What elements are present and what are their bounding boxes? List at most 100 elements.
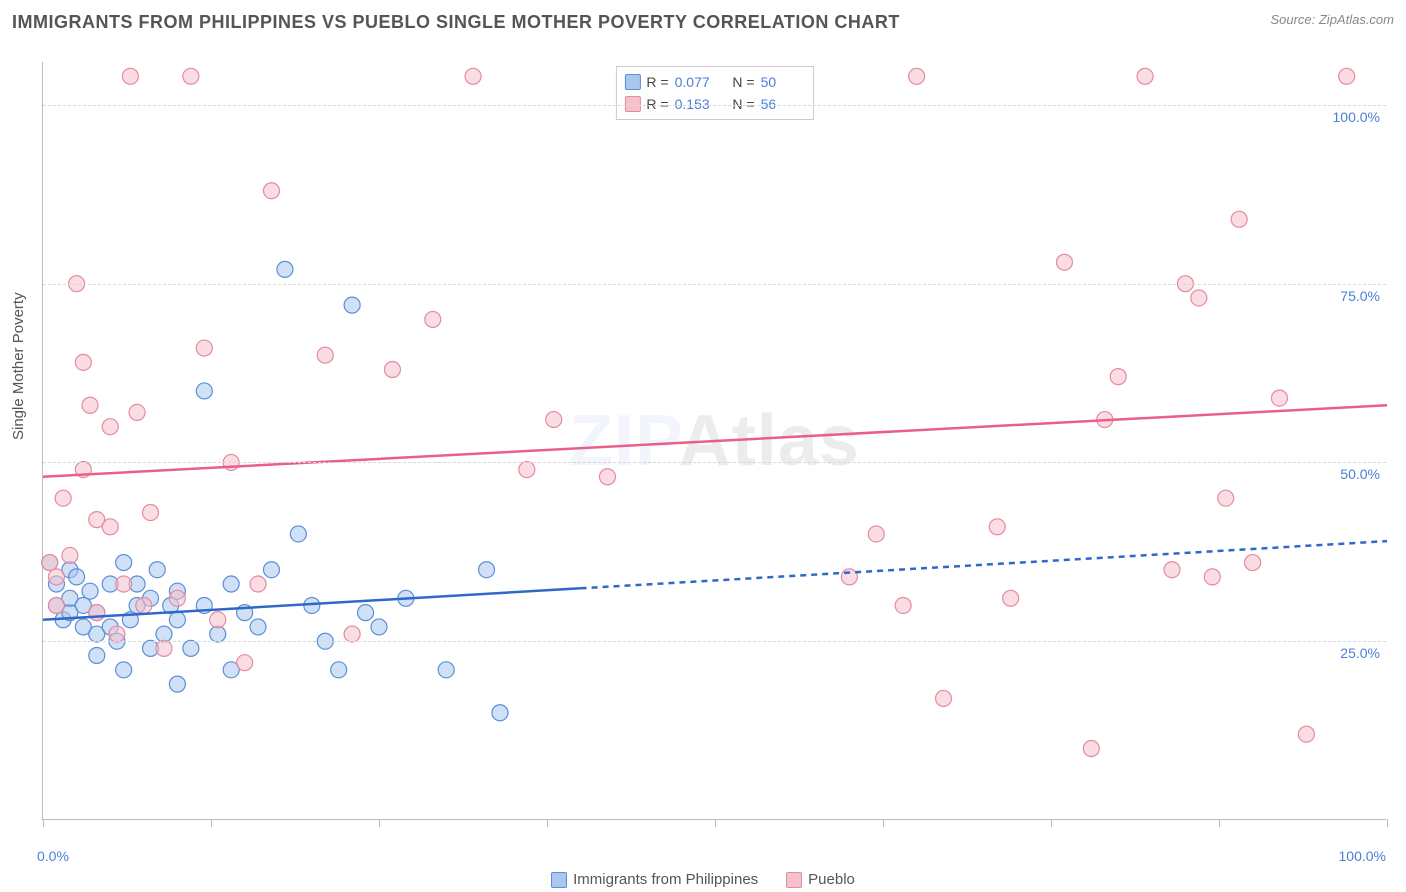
data-point-blue: [263, 562, 279, 578]
legend-label-pink: Pueblo: [808, 871, 855, 888]
data-point-pink: [116, 576, 132, 592]
legend-label-blue: Immigrants from Philippines: [573, 871, 758, 888]
data-point-pink: [82, 397, 98, 413]
data-point-pink: [384, 361, 400, 377]
data-point-pink: [48, 597, 64, 613]
data-point-blue: [438, 662, 454, 678]
data-point-pink: [317, 347, 333, 363]
legend-swatch-blue: [551, 872, 567, 888]
data-point-pink: [1245, 555, 1261, 571]
gridline-h: [43, 641, 1386, 642]
legend-stats-box: R = 0.077 N = 50R = 0.153 N = 56: [615, 66, 813, 120]
x-tick: [1219, 819, 1220, 827]
scatter-svg: [43, 62, 1386, 819]
source-prefix: Source:: [1270, 12, 1318, 27]
data-point-blue: [183, 640, 199, 656]
x-tick: [1387, 819, 1388, 827]
data-point-pink: [102, 419, 118, 435]
data-point-blue: [116, 662, 132, 678]
data-point-pink: [75, 354, 91, 370]
source-name: ZipAtlas.com: [1319, 12, 1394, 27]
legend-item-blue: Immigrants from Philippines: [551, 871, 758, 888]
x-tick: [547, 819, 548, 827]
chart-plot-area: ZIPAtlas R = 0.077 N = 50R = 0.153 N = 5…: [42, 62, 1386, 820]
chart-title: IMMIGRANTS FROM PHILIPPINES VS PUEBLO SI…: [12, 12, 900, 33]
data-point-blue: [344, 297, 360, 313]
data-point-blue: [331, 662, 347, 678]
data-point-pink: [89, 605, 105, 621]
data-point-pink: [841, 569, 857, 585]
y-tick-label: 50.0%: [1340, 466, 1380, 482]
source-attribution: Source: ZipAtlas.com: [1270, 12, 1394, 27]
legend-n-value-blue: 50: [761, 71, 805, 93]
data-point-pink: [465, 68, 481, 84]
data-point-pink: [1083, 740, 1099, 756]
data-point-pink: [210, 612, 226, 628]
header: IMMIGRANTS FROM PHILIPPINES VS PUEBLO SI…: [0, 0, 1406, 44]
data-point-pink: [263, 183, 279, 199]
data-point-pink: [55, 490, 71, 506]
data-point-blue: [492, 705, 508, 721]
data-point-pink: [183, 68, 199, 84]
data-point-pink: [250, 576, 266, 592]
data-point-pink: [868, 526, 884, 542]
x-tick: [211, 819, 212, 827]
legend-bottom: Immigrants from Philippines Pueblo: [0, 871, 1406, 888]
data-point-pink: [989, 519, 1005, 535]
data-point-pink: [136, 597, 152, 613]
data-point-blue: [290, 526, 306, 542]
gridline-h: [43, 284, 1386, 285]
legend-stat-row-blue: R = 0.077 N = 50: [624, 71, 804, 93]
data-point-pink: [1271, 390, 1287, 406]
data-point-blue: [358, 605, 374, 621]
data-point-pink: [546, 412, 562, 428]
y-tick-label: 75.0%: [1340, 288, 1380, 304]
data-point-pink: [1003, 590, 1019, 606]
legend-r-label: R =: [646, 71, 668, 93]
data-point-pink: [1339, 68, 1355, 84]
data-point-blue: [210, 626, 226, 642]
data-point-blue: [371, 619, 387, 635]
data-point-pink: [237, 655, 253, 671]
data-point-blue: [277, 261, 293, 277]
gridline-h: [43, 462, 1386, 463]
data-point-blue: [169, 676, 185, 692]
legend-swatch-pink: [786, 872, 802, 888]
data-point-pink: [143, 505, 159, 521]
data-point-blue: [116, 555, 132, 571]
data-point-pink: [1164, 562, 1180, 578]
data-point-pink: [129, 404, 145, 420]
data-point-blue: [69, 569, 85, 585]
data-point-pink: [1218, 490, 1234, 506]
data-point-pink: [909, 68, 925, 84]
y-tick-label: 100.0%: [1333, 109, 1380, 125]
x-tick: [1051, 819, 1052, 827]
data-point-pink: [102, 519, 118, 535]
data-point-pink: [109, 626, 125, 642]
data-point-pink: [1110, 369, 1126, 385]
data-point-blue: [196, 383, 212, 399]
x-tick: [379, 819, 380, 827]
legend-r-value-blue: 0.077: [675, 71, 719, 93]
data-point-pink: [344, 626, 360, 642]
data-point-pink: [519, 462, 535, 478]
data-point-blue: [156, 626, 172, 642]
y-tick-label: 25.0%: [1340, 645, 1380, 661]
trend-line-blue-dashed: [581, 541, 1387, 588]
x-tick: [715, 819, 716, 827]
data-point-blue: [89, 648, 105, 664]
data-point-pink: [62, 547, 78, 563]
data-point-pink: [48, 569, 64, 585]
x-tick-label: 100.0%: [1339, 848, 1386, 864]
x-tick: [883, 819, 884, 827]
data-point-pink: [1231, 211, 1247, 227]
data-point-pink: [1056, 254, 1072, 270]
x-tick: [43, 819, 44, 827]
x-tick-label: 0.0%: [37, 848, 69, 864]
data-point-pink: [169, 590, 185, 606]
data-point-pink: [599, 469, 615, 485]
legend-item-pink: Pueblo: [786, 871, 855, 888]
legend-swatch-blue: [624, 74, 640, 90]
data-point-pink: [1137, 68, 1153, 84]
data-point-pink: [42, 555, 58, 571]
